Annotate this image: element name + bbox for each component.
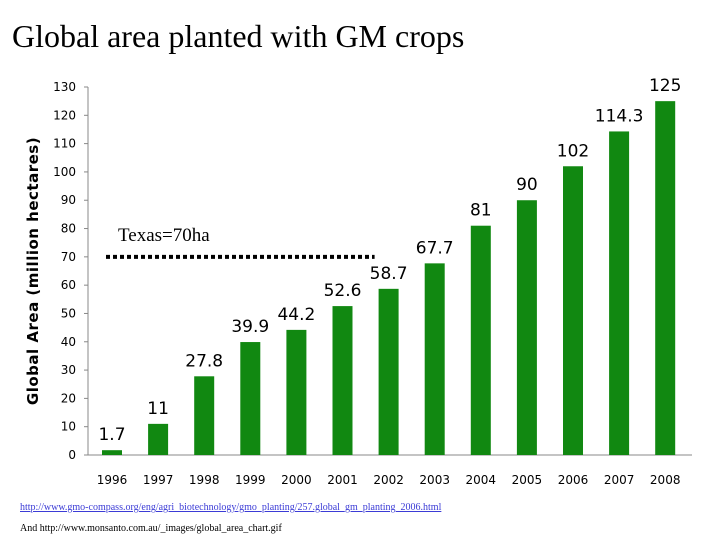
- x-tick-label: 2002: [373, 473, 404, 487]
- y-tick-labels: 0 10 20 30 40 50 60 70 80 90 100 110 120 130: [53, 80, 76, 462]
- bar: [563, 166, 583, 455]
- bar: [332, 306, 353, 455]
- data-label: 67.7: [416, 238, 454, 258]
- y-tick-label: 20: [61, 391, 76, 405]
- data-label: 125: [649, 76, 681, 96]
- data-label: 27.8: [185, 351, 223, 371]
- bar: [609, 131, 630, 456]
- x-tick-label: 2003: [419, 473, 450, 487]
- bar: [470, 225, 491, 455]
- y-tick-label: 70: [61, 250, 76, 264]
- y-tick-label: 0: [68, 448, 76, 462]
- bar: [148, 423, 169, 455]
- data-label: 58.7: [370, 264, 408, 284]
- bar: [655, 101, 676, 456]
- bar: [424, 263, 445, 455]
- reference-line-label: Texas=70ha: [118, 225, 210, 246]
- x-tick-label: 2006: [558, 473, 589, 487]
- x-tick-label: 2001: [327, 473, 358, 487]
- x-tick-label: 1997: [143, 473, 174, 487]
- data-label: 1.7: [98, 425, 125, 445]
- y-tick-label: 110: [53, 137, 76, 151]
- data-label: 114.3: [595, 106, 644, 126]
- y-axis-label: Global Area (million hectares): [24, 137, 42, 405]
- reference-line-group: Texas=70ha: [106, 225, 375, 259]
- bar: [102, 450, 122, 455]
- data-label: 52.6: [324, 281, 362, 301]
- y-tick-label: 80: [61, 222, 76, 236]
- y-tick-label: 90: [61, 193, 76, 207]
- data-label: 11: [147, 399, 169, 419]
- data-label: 81: [470, 201, 492, 221]
- y-tick-label: 10: [61, 420, 76, 434]
- slide-title: Global area planted with GM crops: [12, 18, 465, 54]
- x-tick-label: 1998: [189, 473, 220, 487]
- bars: [102, 101, 676, 456]
- x-tick-label: 2007: [604, 473, 635, 487]
- x-tick-label: 2005: [512, 473, 543, 487]
- y-tick-label: 60: [61, 278, 76, 292]
- bar: [194, 376, 215, 455]
- y-tick-label: 120: [53, 108, 76, 122]
- y-tick-label: 30: [61, 363, 76, 377]
- y-tick-label: 130: [53, 80, 76, 94]
- data-label: 39.9: [231, 317, 269, 337]
- bar-chart: 0 10 20 30 40 50 60 70 80 90 100 110 120 130 1.7 11 27.…: [24, 76, 692, 487]
- data-label: 44.2: [277, 305, 315, 325]
- x-tick-label: 2004: [466, 473, 497, 487]
- bar: [516, 200, 537, 455]
- y-tick-label: 40: [61, 335, 76, 349]
- data-label: 102: [557, 141, 589, 161]
- y-tick-label: 100: [53, 165, 76, 179]
- x-tick-label: 1996: [97, 473, 128, 487]
- data-label: 90: [516, 175, 538, 195]
- y-tick-label: 50: [61, 306, 76, 320]
- bar: [240, 342, 261, 455]
- bar: [378, 288, 399, 455]
- source-text: And http://www.monsanto.com.au/_images/g…: [20, 523, 282, 534]
- x-tick-label: 2000: [281, 473, 312, 487]
- x-tick-labels: 1996 1997 1998 1999 2000 2001 2002 2003 2004 2005…: [97, 473, 681, 487]
- x-tick-label: 2008: [650, 473, 681, 487]
- data-labels: 1.7 11 27.8 39.9 44.2 52.6 58.7 67.7 81 90 102 114.…: [98, 76, 681, 445]
- source-link[interactable]: http://www.gmo-compass.org/eng/agri_biot…: [20, 502, 442, 513]
- bar: [286, 329, 307, 455]
- x-tick-label: 1999: [235, 473, 266, 487]
